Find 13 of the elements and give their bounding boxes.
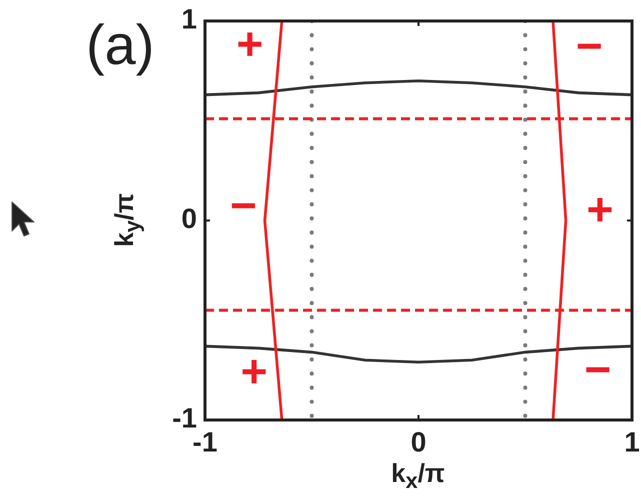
annotation: + [586, 183, 614, 236]
chart-title: (a) [86, 13, 154, 76]
annotation: − [584, 342, 612, 395]
y-tick-label: -1 [172, 402, 197, 434]
x-axis-title: k$_{x}$/π [391, 458, 445, 494]
y-tick-label: 1 [181, 4, 197, 35]
y-tick-label: 0 [181, 203, 197, 234]
x-tick-label: 1 [624, 426, 640, 458]
annotation: + [240, 344, 268, 397]
annotation: − [230, 179, 257, 232]
x-tick-label: 0 [410, 426, 426, 458]
annotation: + [236, 18, 264, 70]
annotation: − [576, 20, 603, 72]
